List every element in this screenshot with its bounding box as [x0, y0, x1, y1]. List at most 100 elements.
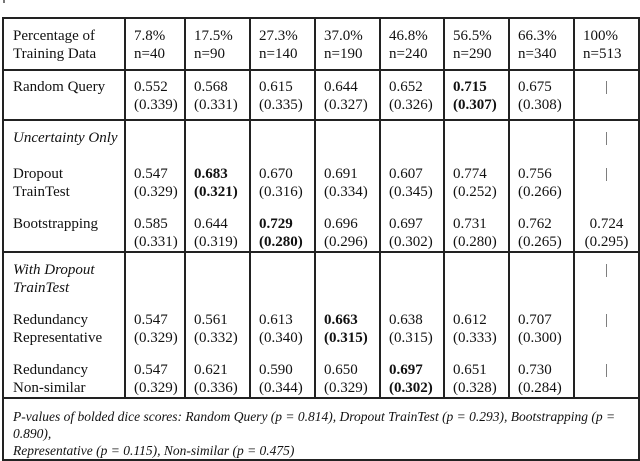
mean-value: 0.547	[134, 312, 168, 328]
col-pct: 56.5%	[453, 28, 492, 44]
empty-marker: |	[604, 79, 608, 95]
header-col-7: 66.3% n=340	[508, 17, 575, 71]
dropout-label-line1: Dropout	[13, 166, 63, 182]
results-table: Percentage of Training Data 7.8% n=40 17.…	[2, 17, 640, 461]
sd-value: (0.329)	[134, 380, 178, 396]
sd-value: (0.329)	[134, 330, 178, 346]
page-artifact	[3, 0, 5, 3]
footnote-cell: P-values of bolded dice scores: Random Q…	[2, 397, 640, 461]
sd-value: (0.316)	[259, 184, 303, 200]
col-n: n=90	[194, 46, 225, 62]
sd-value: (0.333)	[453, 330, 497, 346]
header-col-3: 27.3% n=140	[249, 17, 316, 71]
value-cell: 0.613 (0.340) 0.590 (0.344)	[249, 251, 316, 399]
sd-value: (0.329)	[324, 380, 368, 396]
mean-value: 0.644	[194, 216, 228, 232]
with-dropout-section: With Dropout TrainTest Redundancy Represen…	[2, 251, 640, 399]
mean-value: 0.670	[259, 166, 293, 182]
mean-value-bold: 0.729	[259, 216, 293, 232]
value-cell: 0.774 (0.252) 0.731 (0.280)	[443, 119, 510, 253]
value-cell: 0.663 (0.315) 0.650 (0.329)	[314, 251, 381, 399]
header-col-5: 46.8% n=240	[379, 17, 445, 71]
col-n: n=240	[389, 46, 428, 62]
section-label-uncertainty: Uncertainty Only	[13, 130, 118, 146]
mean-value-bold: 0.683	[194, 166, 228, 182]
value-cell: 0.652 (0.326)	[379, 69, 445, 121]
mean-value: 0.774	[453, 166, 487, 182]
sd-value: (0.308)	[518, 97, 562, 113]
col-n: n=290	[453, 46, 492, 62]
sd-value: (0.331)	[194, 97, 238, 113]
sd-value: (0.340)	[259, 330, 303, 346]
mean-value: 0.691	[324, 166, 358, 182]
sd-value-bold: (0.302)	[389, 380, 433, 396]
col-n: n=140	[259, 46, 298, 62]
sd-value: (0.334)	[324, 184, 368, 200]
mean-value: 0.696	[324, 216, 358, 232]
header-label-line1: Percentage of	[13, 28, 96, 44]
value-cell: 0.615 (0.335)	[249, 69, 316, 121]
value-cell: 0.547 (0.329) 0.585 (0.331)	[124, 119, 186, 253]
header-col-4: 37.0% n=190	[314, 17, 381, 71]
value-cell: 0.675 (0.308)	[508, 69, 575, 121]
nonsimilar-label-line1: Redundancy	[13, 362, 88, 378]
mean-value: 0.756	[518, 166, 552, 182]
header-label-cell: Percentage of Training Data	[2, 17, 126, 71]
sd-value: (0.326)	[389, 97, 433, 113]
mean-value: 0.715	[453, 79, 487, 95]
value-cell: 0.707 (0.300) 0.730 (0.284)	[508, 251, 575, 399]
random-query-row: Random Query 0.552 (0.339) 0.568 (0.331) 0…	[2, 69, 640, 121]
value-cell: 0.612 (0.333) 0.651 (0.328)	[443, 251, 510, 399]
mean-value: 0.612	[453, 312, 487, 328]
row-label-cell: Random Query	[2, 69, 126, 121]
value-cell: 0.568 (0.331)	[184, 69, 251, 121]
section-label-line1: With Dropout	[13, 262, 95, 278]
sd-value: (0.252)	[453, 184, 497, 200]
col-n: n=190	[324, 46, 363, 62]
section-label-line2: TrainTest	[13, 280, 70, 296]
row-label-cell: With Dropout TrainTest Redundancy Represen…	[2, 251, 126, 399]
dropout-label-line2: TrainTest	[13, 184, 70, 200]
mean-value: 0.561	[194, 312, 228, 328]
sd-value: (0.315)	[389, 330, 433, 346]
sd-value: (0.327)	[324, 97, 368, 113]
sd-value: (0.329)	[134, 184, 178, 200]
empty-marker: |	[604, 130, 608, 146]
value-cell: 0.683 (0.321) 0.644 (0.319)	[184, 119, 251, 253]
sd-value: (0.295)	[584, 234, 629, 250]
mean-value: 0.621	[194, 362, 228, 378]
col-pct: 27.3%	[259, 28, 298, 44]
bootstrapping-label: Bootstrapping	[13, 216, 98, 232]
col-pct: 7.8%	[134, 28, 166, 44]
mean-value: 0.724	[589, 216, 624, 232]
sd-value: (0.300)	[518, 330, 562, 346]
value-cell: | | |	[573, 251, 640, 399]
mean-value: 0.697	[389, 216, 423, 232]
row-label-cell: Uncertainty Only Dropout TrainTest Bootst…	[2, 119, 126, 253]
header-col-2: 17.5% n=90	[184, 17, 251, 71]
sd-value: (0.345)	[389, 184, 433, 200]
mean-value: 0.644	[324, 79, 358, 95]
mean-value: 0.613	[259, 312, 293, 328]
mean-value: 0.762	[518, 216, 552, 232]
value-cell: 0.756 (0.266) 0.762 (0.265)	[508, 119, 575, 253]
header-col-6: 56.5% n=290	[443, 17, 510, 71]
sd-value: (0.265)	[518, 234, 562, 250]
uncertainty-only-section: Uncertainty Only Dropout TrainTest Bootst…	[2, 119, 640, 253]
value-cell: 0.561 (0.332) 0.621 (0.336)	[184, 251, 251, 399]
header-col-1: 7.8% n=40	[124, 17, 186, 71]
nonsimilar-label-line2: Non-similar	[13, 380, 86, 396]
empty-marker: |	[604, 262, 608, 278]
mean-value: 0.552	[134, 79, 168, 95]
col-n: n=40	[134, 46, 165, 62]
sd-value: (0.344)	[259, 380, 303, 396]
mean-value-bold: 0.663	[324, 312, 358, 328]
sd-value: (0.307)	[453, 97, 497, 113]
value-cell: 0.552 (0.339)	[124, 69, 186, 121]
value-cell: 0.547 (0.329) 0.547 (0.329)	[124, 251, 186, 399]
sd-value: (0.336)	[194, 380, 238, 396]
footnote-line1: P-values of bolded dice scores: Random Q…	[13, 409, 616, 441]
mean-value: 0.675	[518, 79, 552, 95]
mean-value: 0.731	[453, 216, 487, 232]
header-label-line2: Training Data	[13, 46, 97, 62]
